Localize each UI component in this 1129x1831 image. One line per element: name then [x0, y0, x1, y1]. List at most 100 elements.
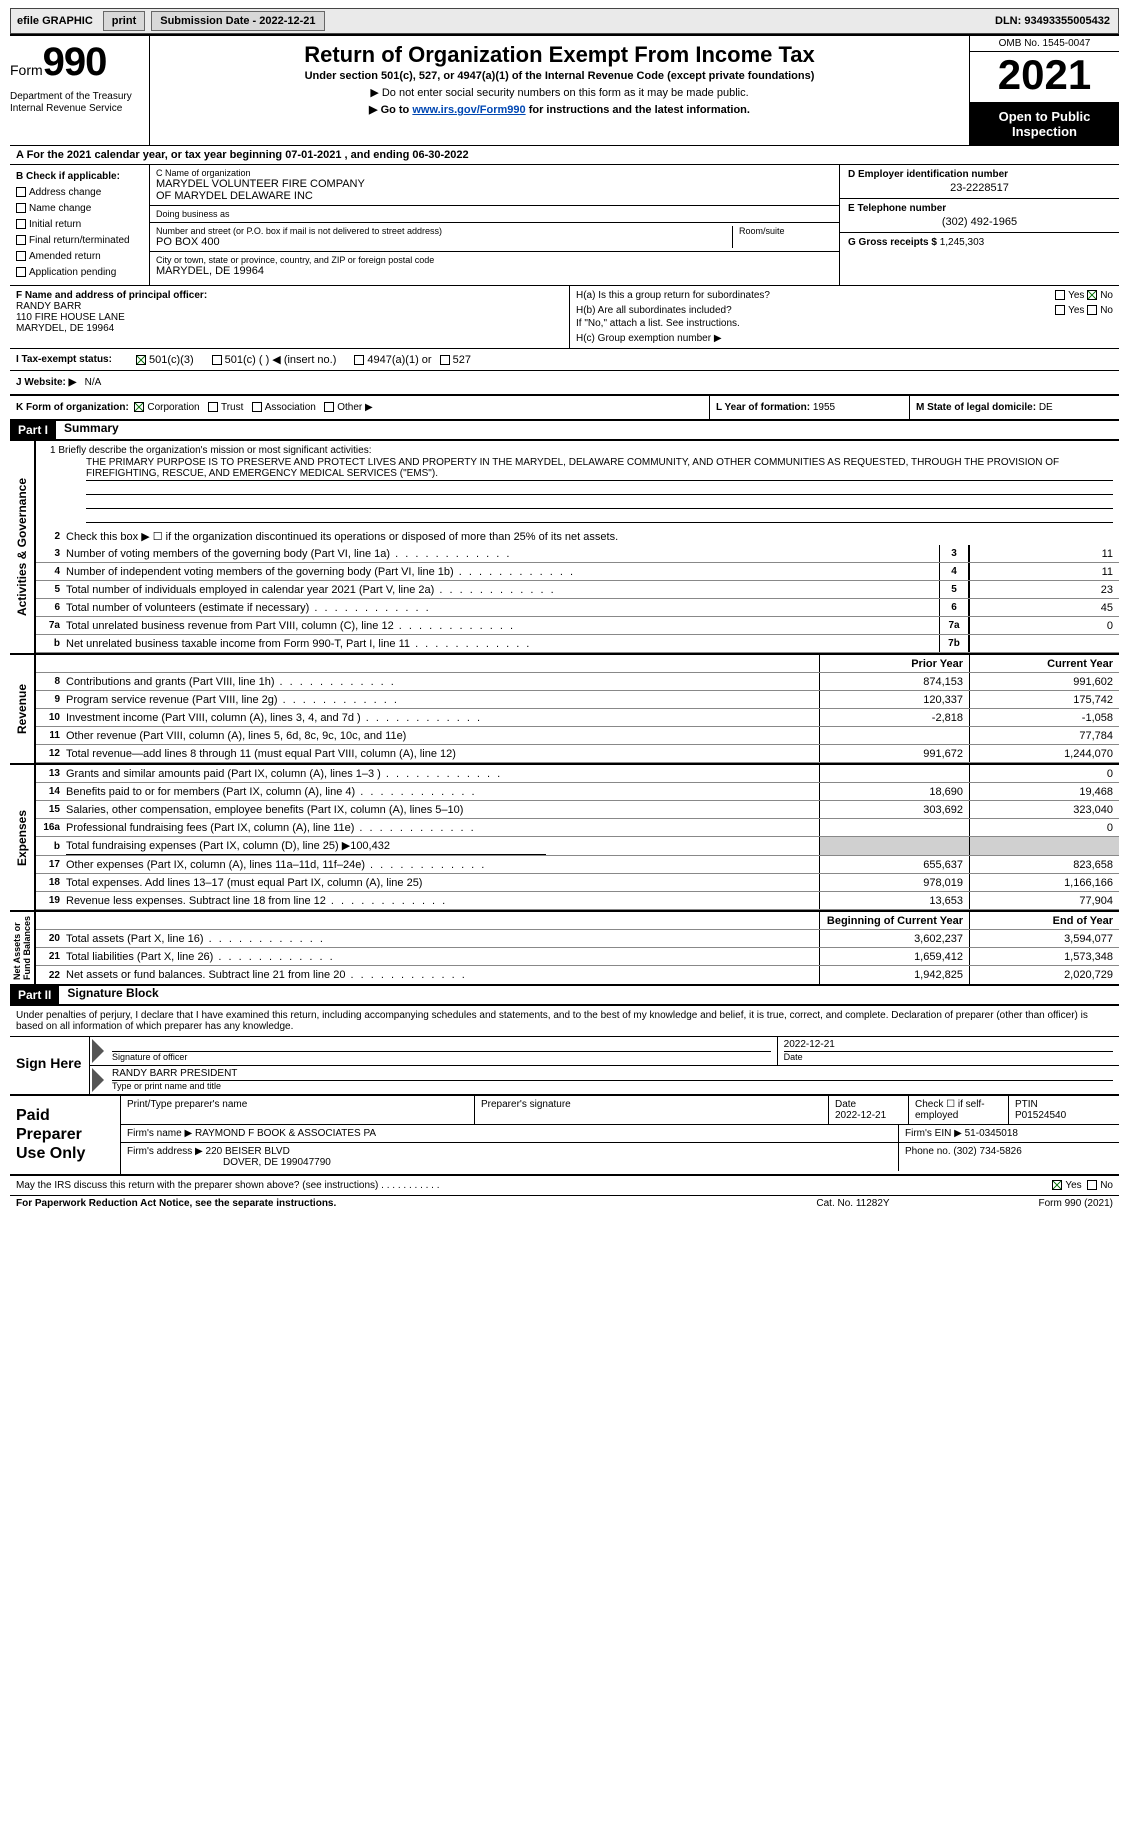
org-name-1: MARYDEL VOLUNTEER FIRE COMPANY — [156, 178, 833, 190]
sig-date-label: Date — [784, 1051, 1113, 1062]
ha-yes-checkbox[interactable] — [1055, 290, 1065, 300]
part2-title: Signature Block — [59, 986, 158, 1004]
current-year-hdr: Current Year — [969, 655, 1119, 672]
firm-name: RAYMOND F BOOK & ASSOCIATES PA — [195, 1128, 376, 1139]
l22-py: 1,942,825 — [819, 966, 969, 984]
ein-value: 23-2228517 — [848, 182, 1111, 194]
initial-return-checkbox[interactable] — [16, 219, 26, 229]
final-return-checkbox[interactable] — [16, 235, 26, 245]
ein-label: D Employer identification number — [848, 169, 1111, 180]
l12-py: 991,672 — [819, 745, 969, 762]
l16a-py — [819, 819, 969, 836]
l17-cy: 823,658 — [969, 856, 1119, 873]
mission-block: 1 Briefly describe the organization's mi… — [36, 441, 1119, 527]
efile-label: efile GRAPHIC — [13, 15, 97, 27]
form-number: 990 — [43, 40, 107, 84]
part2-header: Part II — [10, 986, 59, 1004]
arrow-icon — [92, 1068, 104, 1092]
gross-receipts-value: 1,245,303 — [940, 237, 985, 248]
box-h: H(a) Is this a group return for subordin… — [570, 286, 1119, 348]
line3-text: Number of voting members of the governin… — [66, 546, 939, 562]
line7a-val: 0 — [969, 617, 1119, 634]
gross-receipts-label: G Gross receipts $ — [848, 237, 937, 248]
l9-py: 120,337 — [819, 691, 969, 708]
4947-checkbox[interactable] — [354, 355, 364, 365]
l11-cy: 77,784 — [969, 727, 1119, 744]
side-net-assets: Net Assets orFund Balances — [10, 912, 36, 984]
ha-no-checkbox[interactable] — [1087, 290, 1097, 300]
part1-title: Summary — [56, 421, 119, 439]
hb-no-checkbox[interactable] — [1087, 305, 1097, 315]
line4-val: 11 — [969, 563, 1119, 580]
hb-yes-checkbox[interactable] — [1055, 305, 1065, 315]
sig-date-value: 2022-12-21 — [784, 1039, 1113, 1051]
address-change-checkbox[interactable] — [16, 187, 26, 197]
l12-cy: 1,244,070 — [969, 745, 1119, 762]
officer-name-label: Type or print name and title — [112, 1080, 1113, 1091]
l18-cy: 1,166,166 — [969, 874, 1119, 891]
firm-addr2: DOVER, DE 199047790 — [223, 1157, 331, 1168]
phone-label: E Telephone number — [848, 203, 1111, 214]
submission-date-button[interactable]: Submission Date - 2022-12-21 — [151, 11, 324, 31]
501c-checkbox[interactable] — [212, 355, 222, 365]
firm-ein: 51-0345018 — [965, 1128, 1018, 1139]
corp-checkbox[interactable] — [134, 402, 144, 412]
website-row: J Website: ▶ N/A — [10, 371, 1119, 396]
line7b-val — [969, 635, 1119, 652]
form-footer: Form 990 (2021) — [953, 1198, 1113, 1209]
box-b-checklist: B Check if applicable: Address change Na… — [10, 165, 150, 285]
officer-name-value: RANDY BARR PRESIDENT — [112, 1068, 1113, 1080]
l11-py — [819, 727, 969, 744]
l22-cy: 2,020,729 — [969, 966, 1119, 984]
perjury-declaration: Under penalties of perjury, I declare th… — [10, 1004, 1119, 1037]
dln-label: DLN: 93493355005432 — [995, 15, 1116, 27]
phone-value: (302) 492-1965 — [848, 216, 1111, 228]
trust-checkbox[interactable] — [208, 402, 218, 412]
l8-cy: 991,602 — [969, 673, 1119, 690]
form-title: Return of Organization Exempt From Incom… — [160, 42, 959, 68]
name-change-checkbox[interactable] — [16, 203, 26, 213]
room-label: Room/suite — [739, 226, 833, 236]
state-domicile: DE — [1039, 402, 1053, 413]
instructions-link-row: ▶ Go to www.irs.gov/Form990 for instruct… — [160, 103, 959, 116]
side-expenses: Expenses — [10, 765, 36, 910]
line2-text: Check this box ▶ ☐ if the organization d… — [66, 528, 1119, 545]
l17-py: 655,637 — [819, 856, 969, 873]
l13-py — [819, 765, 969, 782]
discuss-no-checkbox[interactable] — [1087, 1180, 1097, 1190]
l20-cy: 3,594,077 — [969, 930, 1119, 947]
city-label: City or town, state or province, country… — [156, 255, 833, 265]
tax-exempt-row: I Tax-exempt status: 501(c)(3) 501(c) ( … — [10, 349, 1119, 371]
pra-notice: For Paperwork Reduction Act Notice, see … — [16, 1198, 753, 1209]
line3-val: 11 — [969, 545, 1119, 562]
assoc-checkbox[interactable] — [252, 402, 262, 412]
l16a-cy: 0 — [969, 819, 1119, 836]
part1-header: Part I — [10, 421, 56, 439]
other-checkbox[interactable] — [324, 402, 334, 412]
form-header: Form990 Department of the Treasury Inter… — [10, 34, 1119, 145]
paid-preparer-label: Paid Preparer Use Only — [10, 1096, 120, 1174]
open-to-public: Open to Public Inspection — [970, 103, 1119, 145]
l10-py: -2,818 — [819, 709, 969, 726]
irs-link[interactable]: www.irs.gov/Form990 — [412, 104, 525, 116]
l20-py: 3,602,237 — [819, 930, 969, 947]
print-button[interactable]: print — [103, 11, 145, 31]
application-pending-checkbox[interactable] — [16, 267, 26, 277]
527-checkbox[interactable] — [440, 355, 450, 365]
501c3-checkbox[interactable] — [136, 355, 146, 365]
ssn-note: ▶ Do not enter social security numbers o… — [160, 86, 959, 99]
year-formation: 1955 — [813, 402, 835, 413]
l18-py: 978,019 — [819, 874, 969, 891]
amended-return-checkbox[interactable] — [16, 251, 26, 261]
l15-cy: 323,040 — [969, 801, 1119, 818]
l13-cy: 0 — [969, 765, 1119, 782]
form-subtitle: Under section 501(c), 527, or 4947(a)(1)… — [160, 70, 959, 82]
l15-py: 303,692 — [819, 801, 969, 818]
l9-cy: 175,742 — [969, 691, 1119, 708]
sign-here-label: Sign Here — [10, 1037, 90, 1094]
cat-no: Cat. No. 11282Y — [753, 1198, 953, 1209]
firm-addr1: 220 BEISER BLVD — [206, 1146, 290, 1157]
side-activities-governance: Activities & Governance — [10, 441, 36, 653]
discuss-yes-checkbox[interactable] — [1052, 1180, 1062, 1190]
tax-year: 2021 — [970, 52, 1119, 103]
